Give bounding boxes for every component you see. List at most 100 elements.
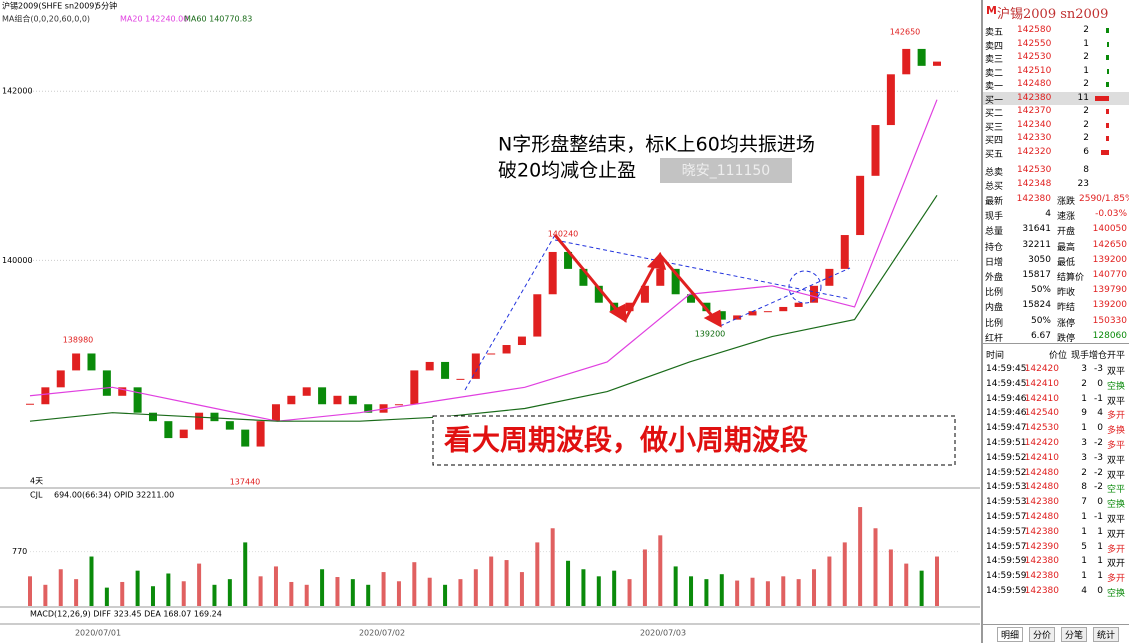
tick-cell: 空换 [1107, 381, 1126, 392]
volume-bar [43, 584, 48, 606]
x-tick-label: 2020/07/01 [75, 629, 121, 638]
tick-cell: 14:59:57 [986, 526, 1027, 537]
y-tick-label: 142000 [2, 87, 33, 96]
stat-value: 142650 [1092, 239, 1127, 250]
stat-label: 速涨 [1057, 212, 1076, 223]
candle [225, 421, 234, 430]
volume-bar [858, 507, 863, 606]
tab[interactable]: 分笔 [1061, 627, 1088, 642]
tick-cell: 4 [1097, 408, 1103, 419]
tick-cell: 1 [1081, 556, 1087, 567]
stat-label: 涨跌 [1057, 197, 1076, 207]
separator [983, 343, 1129, 344]
panel-title: 沪锡2009 sn2009 [997, 7, 1109, 22]
volume-bar [366, 584, 371, 606]
volume-bar [519, 572, 524, 606]
tab[interactable]: 明细 [997, 627, 1024, 642]
tick-cell: 142480 [1024, 482, 1059, 493]
tab-bar [983, 624, 1129, 625]
tick-cell: 双平 [1107, 455, 1126, 466]
tab[interactable]: 分价 [1029, 627, 1056, 642]
ma-line [29, 99, 938, 422]
tick-cell: 多开 [1107, 574, 1126, 585]
candle [564, 251, 573, 269]
tick-cell: 双平 [1107, 367, 1126, 377]
tick-cell: 14:59:51 [986, 438, 1027, 448]
tick-cell: 0 [1097, 378, 1103, 389]
volume-bar [842, 542, 847, 606]
volume-bar [704, 579, 709, 606]
price-annotation: 138980 [63, 336, 94, 345]
volume-bar [273, 566, 278, 606]
volume-subtitle: 694.00(66:34) OPID 32211.00 [54, 491, 174, 500]
book-label: 买四 [985, 136, 1004, 146]
book-price: 142340 [1017, 119, 1052, 130]
volume-bar [212, 584, 217, 606]
volume-bar [873, 528, 878, 606]
tick-cell: 14:59:59 [986, 556, 1027, 567]
book-bar [1105, 28, 1109, 33]
stat-label: 开盘 [1057, 227, 1076, 238]
candle [502, 345, 511, 354]
candle [394, 404, 403, 406]
volume-bar [489, 556, 494, 606]
stat-label: 红杆 [985, 333, 1004, 344]
stat-label: 外盘 [985, 273, 1004, 283]
book-qty: 2 [1083, 52, 1089, 62]
volume-bar [320, 569, 325, 606]
volume-bar [581, 569, 586, 606]
volume-bar [458, 579, 463, 606]
total-price: 142348 [1017, 178, 1052, 189]
volume-bar [781, 576, 786, 606]
volume-bar [289, 581, 294, 606]
stat-label: 最高 [1057, 242, 1076, 253]
tick-cell: 2 [1081, 467, 1087, 478]
ma-label: MA组合(0,0,20,60,0,0) [2, 14, 90, 24]
tick-cell: 双平 [1107, 396, 1126, 407]
candle [179, 429, 188, 439]
stat-label: 昨结 [1057, 303, 1076, 314]
candle [241, 429, 250, 447]
stat-value: 15817 [1022, 270, 1051, 280]
tab[interactable]: 统计 [1093, 627, 1120, 642]
book-label: 卖三 [985, 55, 1004, 65]
candle [840, 235, 849, 269]
candle [733, 315, 742, 320]
tick-cell: 14:59:45 [986, 378, 1027, 389]
note: N字形盘整结束，标K上60均共振进场 [498, 134, 815, 156]
price-annotation: 142650 [890, 28, 921, 37]
tick-cell: 142380 [1024, 556, 1059, 567]
ticks-header: 价位 [1048, 351, 1067, 361]
stat-value: 139790 [1092, 285, 1127, 296]
tick-cell: 0 [1097, 586, 1103, 596]
book-label: 卖四 [985, 41, 1004, 52]
book-bar [1106, 68, 1109, 74]
tick-cell: 142390 [1024, 541, 1059, 552]
candle [271, 404, 280, 422]
stat-value: 139200 [1092, 300, 1127, 311]
stat-label: 最低 [1057, 257, 1076, 268]
total-label: 总卖 [985, 168, 1004, 178]
chart-area: 沪锡2009(SHFE sn2009) 5分钟 MA组合(0,0,20,60,0… [0, 0, 980, 638]
volume-bar [596, 576, 601, 606]
volume-bar [443, 584, 448, 606]
volume-bar [627, 579, 632, 606]
tick-cell: 142480 [1024, 467, 1059, 478]
y-tick-label: 140000 [2, 256, 33, 265]
tick-cell: 1 [1081, 526, 1087, 537]
volume-bar [120, 581, 125, 606]
candle [348, 395, 357, 405]
book-label: 买五 [985, 149, 1004, 160]
tick-cell: 142380 [1024, 571, 1059, 582]
stat-value: 3050 [1028, 254, 1051, 265]
tick-cell: 142410 [1024, 452, 1059, 463]
tick-cell: -2 [1094, 438, 1103, 448]
tick-cell: 14:59:52 [986, 452, 1027, 463]
candle [410, 370, 419, 405]
candle [441, 361, 450, 379]
stat-label: 日增 [985, 257, 1004, 268]
boxed-note-frame [432, 415, 956, 466]
candle [748, 311, 757, 316]
candle [210, 412, 219, 422]
candle [56, 370, 65, 388]
